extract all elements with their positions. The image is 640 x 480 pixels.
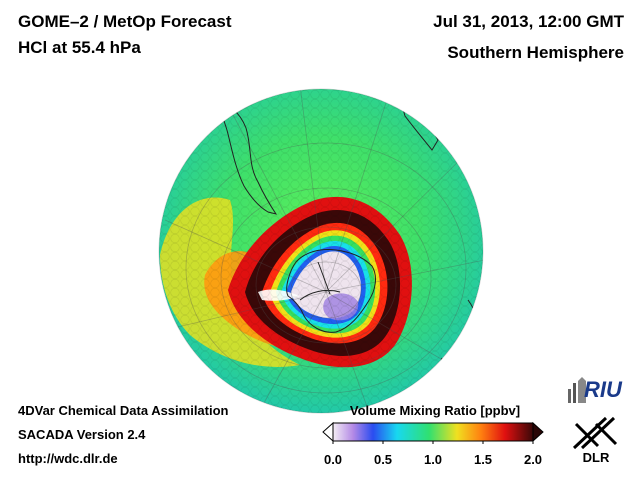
graticule [164, 89, 483, 413]
method-label: 4DVar Chemical Data Assimilation [18, 403, 229, 418]
svg-text:RIU: RIU [584, 377, 623, 402]
date-label: Jul 31, 2013, 12:00 GMT [433, 12, 624, 31]
version-label: SACADA Version 2.4 [18, 427, 146, 442]
colorbar-tick-label: 0.0 [323, 452, 343, 467]
riu-logo: RIU [568, 377, 623, 403]
colorbar-title: Volume Mixing Ratio [ppbv] [349, 403, 521, 418]
colorbar-under-arrow [322, 421, 334, 443]
colorbar-tick-label: 1.0 [423, 452, 443, 467]
colorbar-gradient [332, 422, 534, 442]
website-link[interactable]: http://wdc.dlr.de [18, 451, 118, 466]
colorbar [322, 421, 544, 444]
colorbar-tick-label: 1.5 [473, 452, 493, 467]
title-line2: HCl at 55.4 hPa [18, 38, 141, 57]
colorbar-tick-label: 0.5 [373, 452, 393, 467]
colorbar-ticks [332, 441, 534, 444]
dlr-logo: DLR [572, 416, 618, 464]
region-label: Southern Hemisphere [447, 43, 624, 62]
colorbar-tick-label: 2.0 [523, 452, 543, 467]
svg-text:DLR: DLR [583, 450, 610, 464]
title-line1: GOME–2 / MetOp Forecast [18, 12, 232, 31]
globe-outline [158, 88, 484, 414]
colorbar-over-arrow [532, 421, 544, 443]
